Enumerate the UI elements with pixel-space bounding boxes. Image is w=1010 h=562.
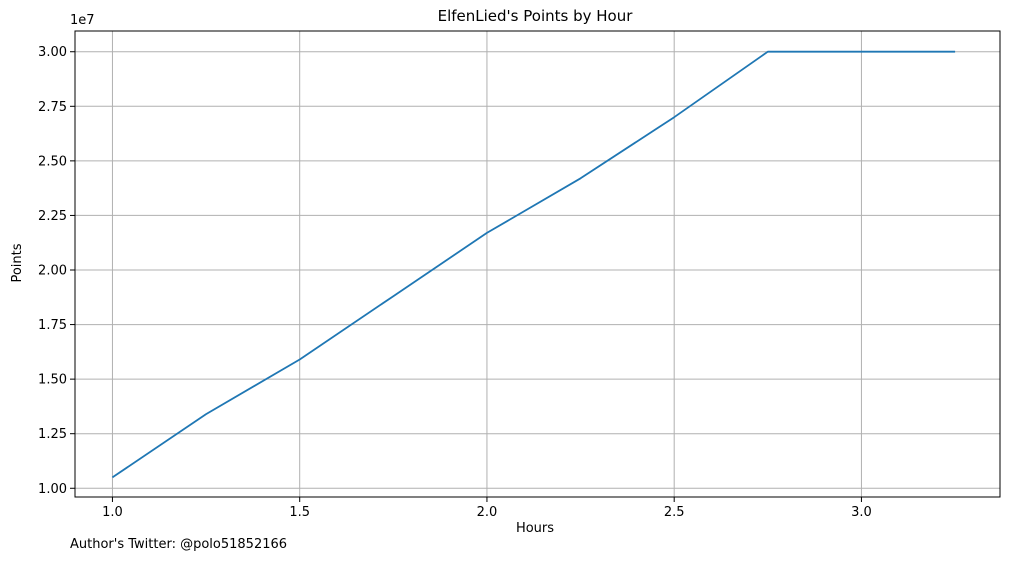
author-twitter-note: Author's Twitter: @polo51852166: [70, 537, 288, 552]
y-axis: 1.00 1.25 1.50 1.75 2.00 2.25 2.50 2.75 3.00: [38, 45, 75, 497]
x-tick-label: 2.5: [664, 505, 685, 520]
x-tick-label: 3.0: [851, 505, 872, 520]
y-tick-label: 1.50: [38, 373, 67, 388]
plot-frame: [74, 30, 1001, 498]
y-tick-label: 1.00: [38, 482, 67, 497]
y-tick-label: 3.00: [38, 45, 67, 60]
y-scale-label: 1e7: [70, 13, 95, 28]
x-tick-label: 2.0: [477, 505, 498, 520]
chart-title: ElfenLied's Points by Hour: [438, 7, 634, 25]
y-tick-label: 2.75: [38, 100, 67, 115]
x-tick-label: 1.0: [102, 505, 123, 520]
y-tick-label: 1.25: [38, 427, 67, 442]
series-lines: [111, 50, 956, 479]
grid-lines: [75, 31, 1000, 497]
y-tick-label: 1.75: [38, 318, 67, 333]
y-tick-label: 2.25: [38, 209, 67, 224]
y-tick-label: 2.50: [38, 154, 67, 169]
x-axis: 1.0 1.5 2.0 2.5 3.0: [102, 497, 872, 520]
y-tick-label: 2.00: [38, 264, 67, 279]
y-axis-label: Points: [10, 243, 25, 282]
x-axis-label: Hours: [516, 521, 554, 536]
points-series-line: [111, 50, 956, 479]
x-tick-label: 1.5: [289, 505, 310, 520]
